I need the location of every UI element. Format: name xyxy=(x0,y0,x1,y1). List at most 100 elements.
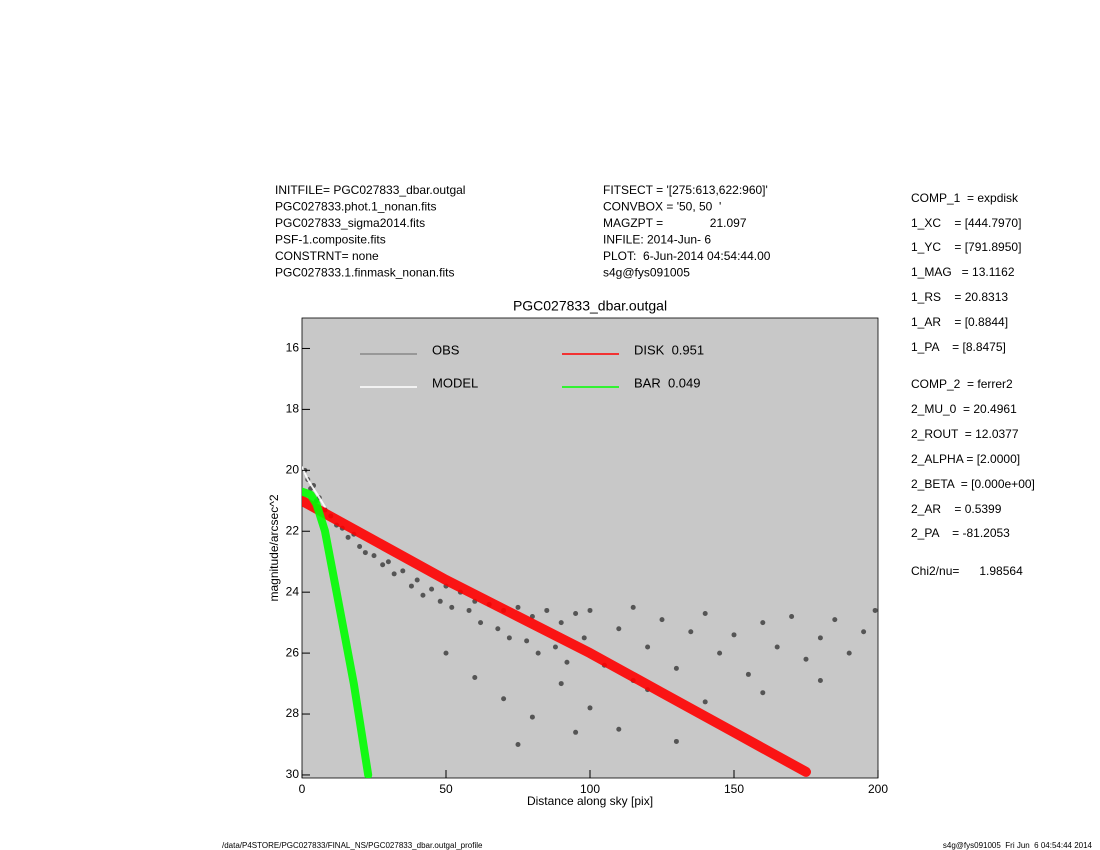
obs-point xyxy=(478,620,484,626)
header-middle-line: CONVBOX = '50, 50 ' xyxy=(603,200,721,214)
header-left-line: CONSTRNT= none xyxy=(275,249,379,263)
obs-point xyxy=(817,678,823,684)
obs-point xyxy=(573,610,579,616)
obs-point xyxy=(558,681,564,687)
parameter-line: 1_XC = [444.7970] xyxy=(911,216,1021,230)
obs-point xyxy=(524,638,530,644)
obs-point xyxy=(472,674,478,680)
parameter-line: 2_PA = -81.2053 xyxy=(911,526,1010,540)
parameter-line: 1_YC = [791.8950] xyxy=(911,240,1021,254)
legend-label: DISK 0.951 xyxy=(634,342,704,357)
header-middle-line: FITSECT = '[275:613,622:960]' xyxy=(603,183,768,197)
legend-label: OBS xyxy=(432,342,460,357)
x-tick-label: 200 xyxy=(868,782,888,796)
obs-point xyxy=(872,607,878,613)
obs-point xyxy=(587,607,593,613)
obs-point xyxy=(535,650,541,656)
obs-point xyxy=(789,614,795,620)
profile-line xyxy=(302,487,373,778)
obs-point xyxy=(371,553,377,559)
obs-point xyxy=(673,738,679,744)
profile-line xyxy=(302,495,811,777)
obs-point xyxy=(616,726,622,732)
parameter-line: 1_MAG = 13.1162 xyxy=(911,265,1015,279)
obs-point xyxy=(345,534,351,540)
obs-point xyxy=(817,635,823,641)
parameter-line: 1_AR = [0.8844] xyxy=(911,315,1008,329)
parameter-line: Chi2/nu= 1.98564 xyxy=(911,564,1023,578)
obs-point xyxy=(616,626,622,632)
obs-point xyxy=(380,562,386,568)
obs-point xyxy=(506,635,512,641)
obs-point xyxy=(659,617,665,623)
obs-point xyxy=(437,598,443,604)
header-middle-line: s4g@fys091005 xyxy=(603,266,690,280)
profile-line xyxy=(302,466,326,508)
obs-point xyxy=(581,635,587,641)
obs-point xyxy=(564,659,570,665)
y-tick-label: 20 xyxy=(286,462,300,476)
obs-point xyxy=(673,665,679,671)
parameter-line: 1_PA = [8.8475] xyxy=(911,340,1006,354)
parameter-line: 2_BETA = [0.000e+00] xyxy=(911,477,1035,491)
obs-point xyxy=(429,586,435,592)
legend-label: MODEL xyxy=(432,375,478,390)
obs-point xyxy=(846,650,852,656)
footer-left: /data/P4STORE/PGC027833/FINAL_NS/PGC0278… xyxy=(222,841,483,850)
header-left-line: PGC027833.1.finmask_nonan.fits xyxy=(275,266,454,280)
obs-point xyxy=(573,729,579,735)
legend-label: BAR 0.049 xyxy=(634,375,701,390)
obs-point xyxy=(645,644,651,650)
obs-point xyxy=(630,604,636,610)
obs-point xyxy=(362,550,368,556)
obs-point xyxy=(385,559,391,565)
header-middle-line: MAGZPT = 21.097 xyxy=(603,216,747,230)
header-middle-line: INFILE: 2014-Jun- 6 xyxy=(603,233,711,247)
header-middle-line: PLOT: 6-Jun-2014 04:54:44.00 xyxy=(603,249,771,263)
plot-area xyxy=(302,466,878,778)
obs-point xyxy=(414,577,420,583)
chart-title: PGC027833_dbar.outgal xyxy=(513,298,667,314)
y-tick-label: 24 xyxy=(286,584,300,598)
obs-point xyxy=(515,741,521,747)
header-left-line: PGC027833_sigma2014.fits xyxy=(275,216,425,230)
y-tick-label: 16 xyxy=(286,341,300,355)
obs-point xyxy=(400,568,406,574)
y-tick-label: 22 xyxy=(286,523,300,537)
x-axis-label: Distance along sky [pix] xyxy=(527,794,653,808)
obs-point xyxy=(688,629,694,635)
y-tick-label: 18 xyxy=(286,402,300,416)
obs-point xyxy=(558,620,564,626)
obs-point xyxy=(861,629,867,635)
footer-right: s4g@fys091005 Fri Jun 6 04:54:44 2014 xyxy=(943,841,1093,850)
obs-point xyxy=(391,571,397,577)
obs-point xyxy=(774,644,780,650)
obs-point xyxy=(731,632,737,638)
y-tick-label: 30 xyxy=(286,767,300,781)
obs-point xyxy=(515,604,521,610)
obs-point xyxy=(501,696,507,702)
header-left-line: INITFILE= PGC027833_dbar.outgal xyxy=(275,183,465,197)
parameter-line: COMP_1 = expdisk xyxy=(911,191,1019,205)
obs-point xyxy=(832,617,838,623)
obs-point xyxy=(529,714,535,720)
x-tick-label: 50 xyxy=(439,782,453,796)
x-tick-label: 100 xyxy=(580,782,600,796)
obs-point xyxy=(357,543,363,549)
obs-point xyxy=(449,604,455,610)
obs-point xyxy=(760,620,766,626)
parameter-line: 2_ALPHA = [2.0000] xyxy=(911,452,1020,466)
obs-point xyxy=(495,626,501,632)
y-tick-label: 28 xyxy=(286,706,300,720)
obs-point xyxy=(466,607,472,613)
header-left-line: PSF-1.composite.fits xyxy=(275,233,386,247)
x-tick-label: 150 xyxy=(724,782,744,796)
obs-point xyxy=(544,607,550,613)
obs-point xyxy=(552,644,558,650)
parameter-line: 2_MU_0 = 20.4961 xyxy=(911,402,1017,416)
y-tick-label: 26 xyxy=(286,645,300,659)
obs-point xyxy=(420,592,426,598)
obs-point xyxy=(702,610,708,616)
